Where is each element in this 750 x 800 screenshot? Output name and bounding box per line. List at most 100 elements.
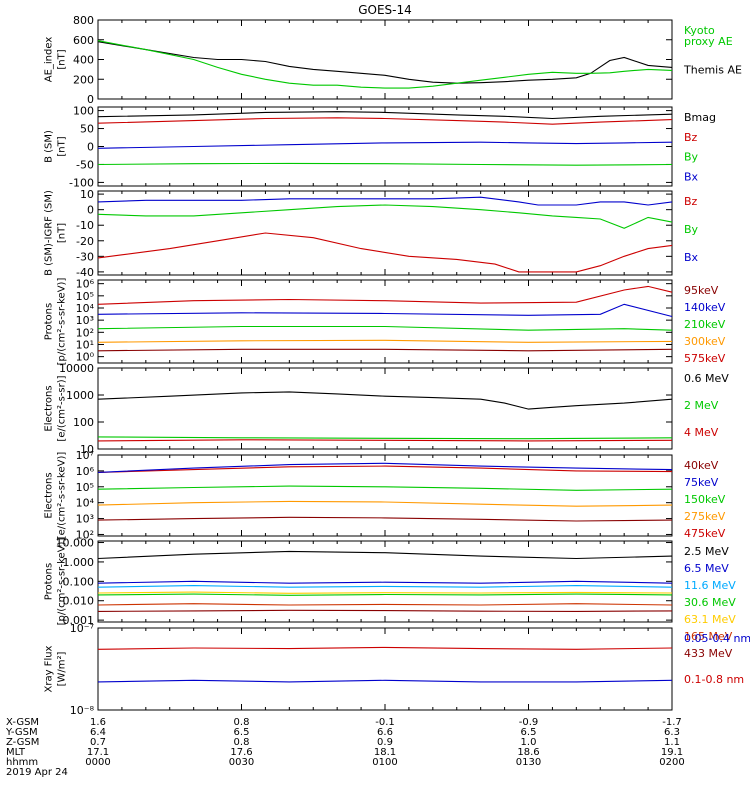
series-line-3 bbox=[97, 485, 673, 491]
legend-entry: Bx bbox=[684, 251, 699, 264]
y-tick-label: 10 bbox=[80, 443, 94, 456]
series-line-2 bbox=[97, 500, 673, 507]
panel-7: 0.001 0.010 0.100 1.000 10.000 Protons [p/(cm²… bbox=[44, 537, 737, 660]
time-axis-value: 6.4 bbox=[90, 727, 106, 738]
y-tick-label: 400 bbox=[73, 54, 94, 67]
y-tick-label: 0.100 bbox=[63, 575, 95, 588]
series-line-4 bbox=[97, 462, 673, 473]
legend-entry: 95keV bbox=[684, 284, 719, 297]
y-tick-label: 10 bbox=[80, 188, 94, 201]
y-axis-label: Electrons bbox=[44, 385, 55, 431]
y-axis-label: Protons bbox=[44, 303, 55, 340]
panel-2: -100 -50 0 50 100 B (SM) [nT] Bmag Bz By Bx bbox=[44, 105, 717, 190]
series-line-3 bbox=[97, 325, 673, 331]
legend-entry: By bbox=[684, 223, 699, 236]
legend-entry: Bx bbox=[684, 170, 699, 183]
time-axis-row-label: Y-GSM bbox=[5, 727, 38, 738]
y-tick-label: -20 bbox=[76, 235, 94, 248]
series-line-2 bbox=[97, 679, 673, 683]
y-tick-label: -50 bbox=[76, 158, 94, 171]
time-axis-row-label: hhmm bbox=[6, 757, 38, 768]
legend-entry: 40keV bbox=[684, 459, 719, 472]
legend-entry: 275keV bbox=[684, 510, 726, 523]
legend-entry: Bz bbox=[684, 195, 698, 208]
series-line-4 bbox=[97, 111, 673, 120]
y-tick-label: 10⁴ bbox=[76, 497, 95, 510]
time-axis-value: 6.3 bbox=[664, 727, 680, 738]
y-tick-label: 10² bbox=[76, 528, 94, 541]
series-line-2 bbox=[97, 436, 673, 440]
y-tick-label: 1.000 bbox=[63, 556, 95, 569]
panel-6: 10² 10³ 10⁴ 10⁵ 10⁶ 10⁷ Electrons [e/(cm²-s-sr-… bbox=[44, 449, 726, 541]
y-tick-label: 100 bbox=[73, 416, 94, 429]
legend-entry: By bbox=[684, 151, 699, 164]
y-axis-label: [nT] bbox=[57, 49, 68, 69]
time-axis-value: 0.7 bbox=[90, 737, 106, 748]
series-line-2 bbox=[97, 339, 673, 343]
y-tick-label: 50 bbox=[80, 123, 94, 136]
panel-3: -40 -30 -20 -10 0 10 B (SM)-IGRF (SM) [nT] Bz By B… bbox=[44, 188, 699, 279]
y-axis-label: [nT] bbox=[57, 223, 68, 243]
time-axis-hhmm: 0000 bbox=[85, 757, 110, 768]
y-tick-label: 600 bbox=[73, 34, 94, 47]
series-line-4 bbox=[97, 593, 673, 596]
y-tick-label: 10³ bbox=[76, 513, 94, 526]
y-tick-label: 800 bbox=[73, 14, 94, 27]
time-axis-value: 17.1 bbox=[87, 747, 109, 758]
y-tick-label: 10000 bbox=[59, 362, 94, 375]
panel-frame bbox=[97, 19, 673, 100]
y-axis-label: [p/(cm²-s-sr-keV)] bbox=[57, 278, 68, 366]
y-axis-label: [nT] bbox=[57, 136, 68, 156]
time-axis-value: 17.6 bbox=[230, 747, 252, 758]
legend-entry: Bmag bbox=[684, 111, 716, 124]
plot-title: GOES-14 bbox=[358, 3, 412, 17]
panel-5: 10 100 1000 10000 Electrons [e/(cm²-s-sr)] 0.6… bbox=[44, 362, 730, 456]
time-axis-value: 0.8 bbox=[234, 737, 250, 748]
y-tick-label: -100 bbox=[69, 176, 94, 189]
y-tick-label: 10⁵ bbox=[76, 290, 94, 303]
legend-entry: 300keV bbox=[684, 335, 726, 348]
legend-entry: 165 MeV bbox=[684, 630, 733, 643]
series-line-2 bbox=[97, 40, 673, 89]
series-line-2 bbox=[97, 162, 673, 166]
y-tick-label: -10 bbox=[76, 219, 94, 232]
series-line-7 bbox=[97, 550, 673, 560]
y-axis-label: Xray Flux bbox=[44, 645, 55, 692]
series-line-1 bbox=[97, 141, 673, 149]
legend-entry: 6.5 MeV bbox=[684, 562, 729, 575]
legend-entry: 0.05-0.4 nm bbox=[684, 632, 750, 645]
legend-entry: 2.5 MeV bbox=[684, 545, 729, 558]
y-tick-label: -30 bbox=[76, 250, 94, 263]
y-axis-label: [p/(cm²-s-sr-keV)] bbox=[57, 538, 68, 626]
y-tick-label: 10³ bbox=[76, 314, 94, 327]
y-tick-label: 10⁵ bbox=[76, 481, 94, 494]
panel-frame bbox=[97, 454, 673, 537]
y-tick-label: 0.010 bbox=[63, 595, 95, 608]
legend-entry: 210keV bbox=[684, 318, 726, 331]
time-axis-value: 0.9 bbox=[377, 737, 393, 748]
series-line-3 bbox=[97, 117, 673, 125]
time-axis-hhmm: 0030 bbox=[229, 757, 254, 768]
y-tick-label: 1000 bbox=[66, 389, 94, 402]
legend-entry: 575keV bbox=[684, 352, 726, 365]
legend-entry: Bz bbox=[684, 131, 698, 144]
time-axis-value: 1.1 bbox=[664, 737, 680, 748]
legend-entry: 75keV bbox=[684, 476, 719, 489]
y-axis-label: AE_index bbox=[44, 37, 55, 83]
time-axis-value: 19.1 bbox=[661, 747, 683, 758]
y-tick-label: 10⁰ bbox=[76, 351, 95, 364]
y-axis-label: [W/m²] bbox=[57, 651, 68, 686]
y-axis-label: Electrons bbox=[44, 472, 55, 518]
panel-8: 10⁻⁸ 10⁻⁷ Xray Flux [W/m²] 0.05-0.4 nm 0.1-0.… bbox=[44, 622, 750, 717]
series-line-1 bbox=[97, 465, 673, 473]
legend-entry: 0.1-0.8 nm bbox=[684, 673, 744, 686]
legend-entry: Kyoto bbox=[684, 24, 715, 37]
legend-entry: 140keV bbox=[684, 301, 726, 314]
y-tick-label: 0 bbox=[87, 93, 94, 106]
y-axis-label: [e/(cm²-s-sr-keV)] bbox=[57, 452, 68, 540]
series-line-1 bbox=[97, 196, 673, 206]
y-tick-label: 10.000 bbox=[56, 537, 95, 550]
